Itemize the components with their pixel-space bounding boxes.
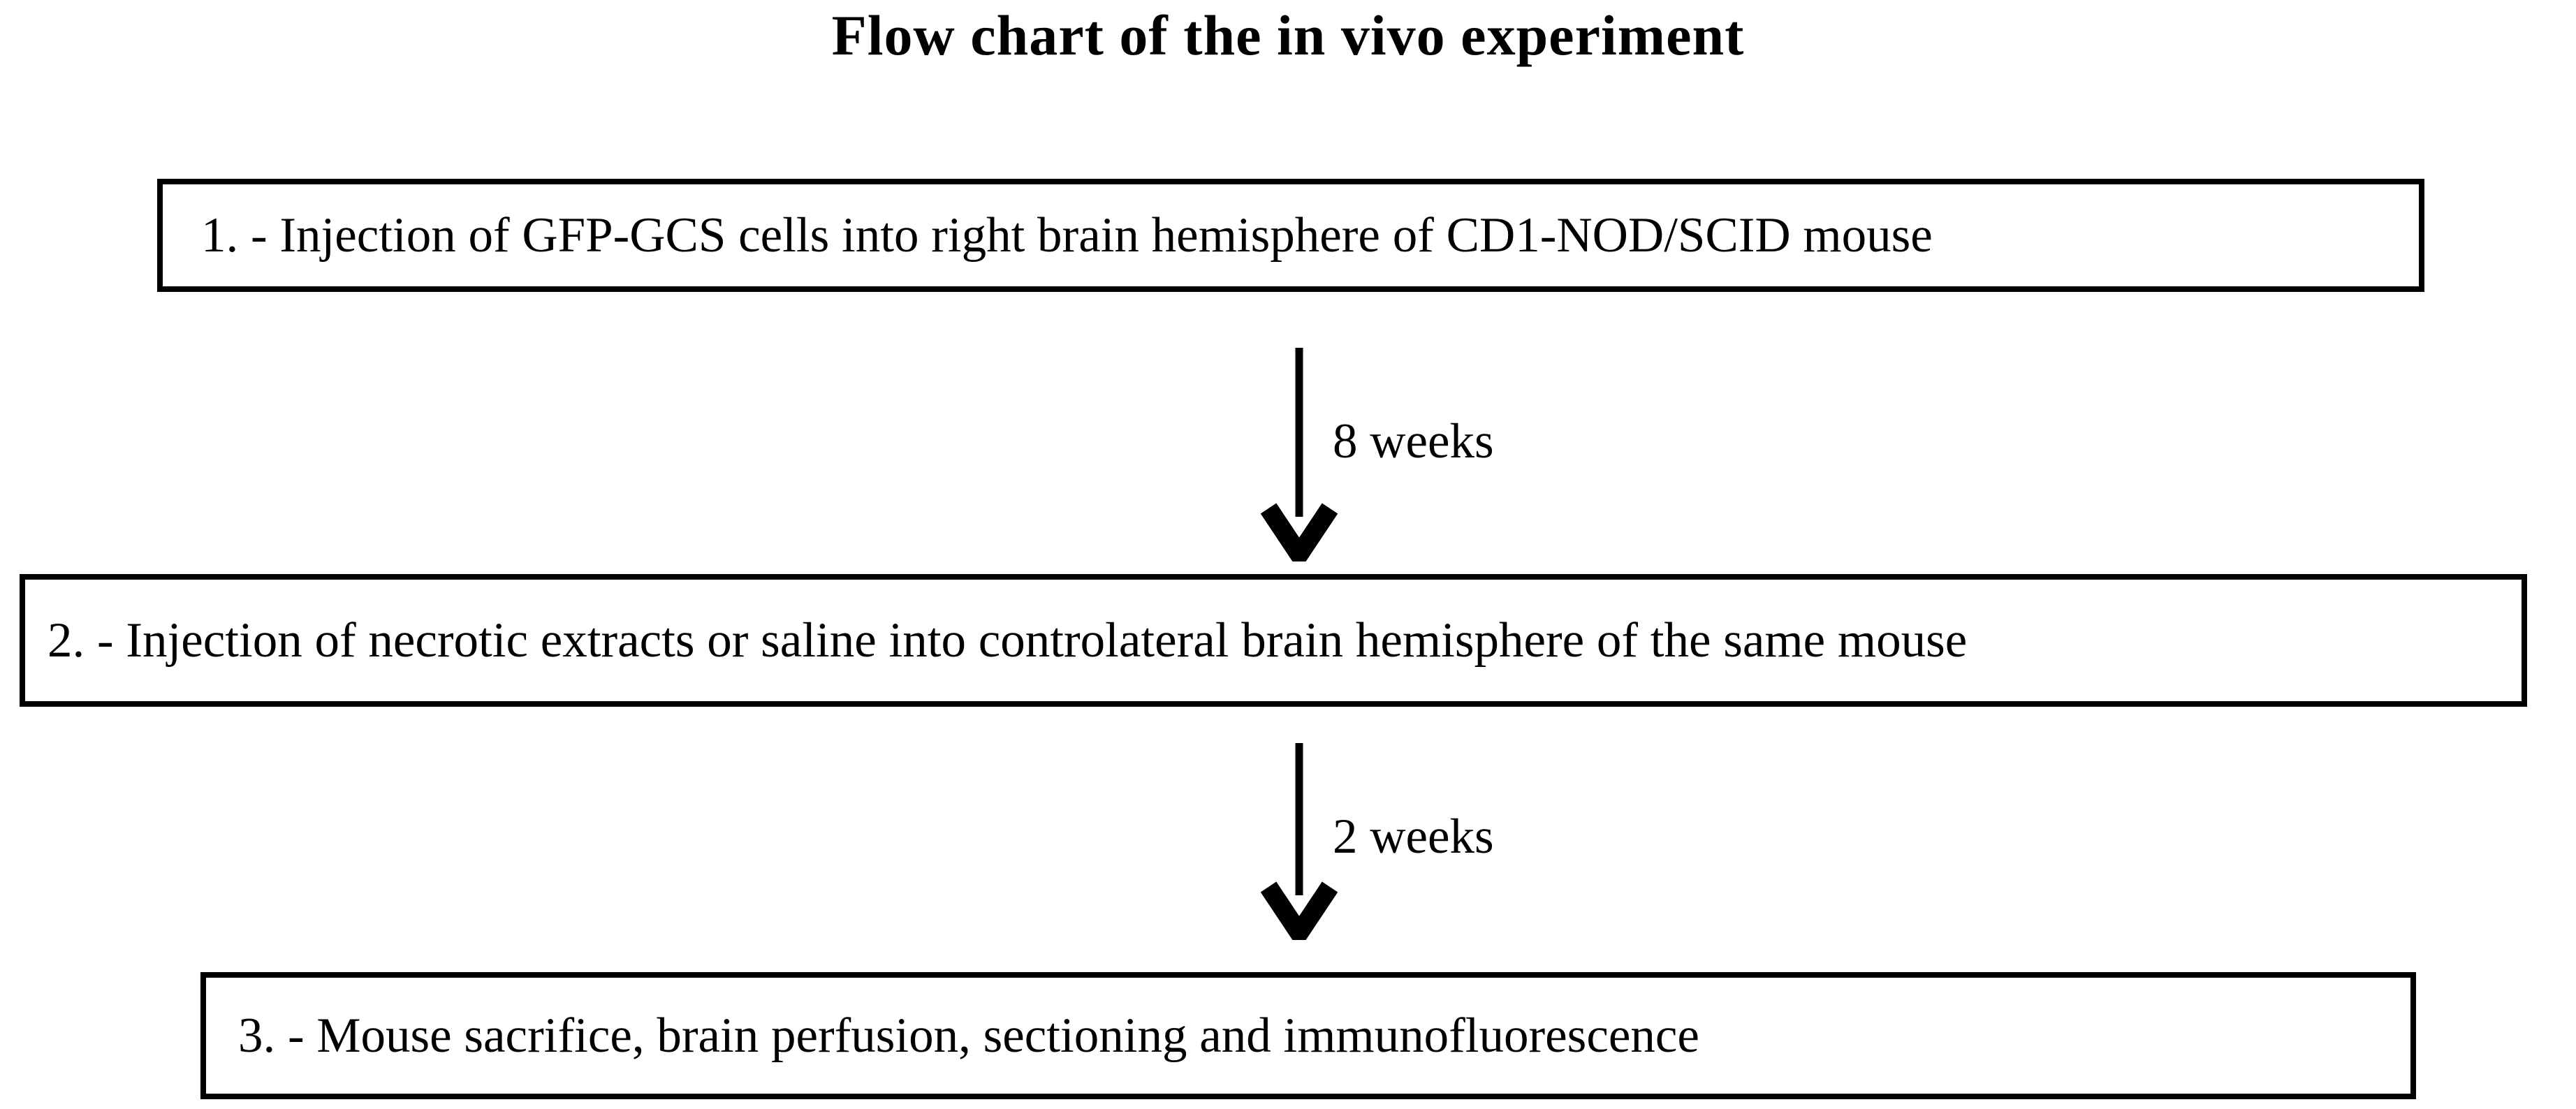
step-1-box: 1. - Injection of GFP-GCS cells into rig… — [157, 179, 2424, 292]
arrow-1-duration-label: 8 weeks — [1333, 414, 1494, 469]
step-1-label: 1. - Injection of GFP-GCS cells into rig… — [201, 207, 1933, 263]
down-arrow-icon — [1257, 344, 1341, 561]
step-2-label: 2. - Injection of necrotic extracts or s… — [47, 612, 1968, 668]
step-3-label: 3. - Mouse sacrifice, brain perfusion, s… — [238, 1008, 1699, 1063]
step-3-box: 3. - Mouse sacrifice, brain perfusion, s… — [200, 972, 2416, 1099]
arrow-2-duration-label: 2 weeks — [1333, 809, 1494, 864]
step-2-box: 2. - Injection of necrotic extracts or s… — [20, 574, 2527, 707]
figure-title: Flow chart of the in vivo experiment — [831, 3, 1745, 67]
down-arrow-icon — [1257, 739, 1341, 940]
